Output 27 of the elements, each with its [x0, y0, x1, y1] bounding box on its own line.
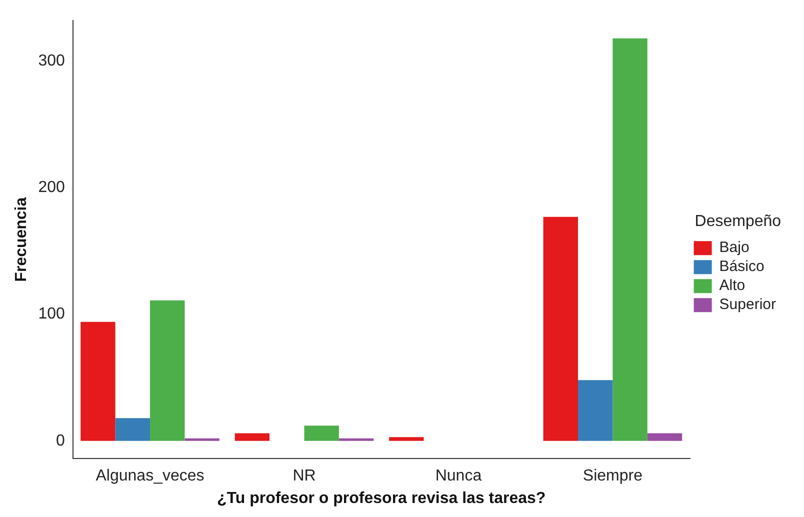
legend-title: Desempeño [694, 212, 782, 230]
legend-label: Bajo [719, 239, 750, 256]
bar [647, 433, 682, 441]
bar [115, 418, 150, 441]
legend-label: Superior [719, 296, 776, 314]
bar [612, 38, 648, 441]
x-tick-label: Nunca [435, 468, 482, 485]
bar [389, 437, 424, 441]
y-tick-label: 200 [38, 179, 65, 196]
bar [150, 300, 185, 441]
y-axis-title: Frecuencia [13, 197, 30, 282]
x-tick-label: NR [292, 468, 316, 485]
bar [234, 433, 270, 441]
legend-label: Básico [719, 258, 764, 276]
x-tick-label: Siempre [582, 468, 643, 485]
bar [338, 438, 374, 441]
bar [80, 322, 116, 441]
y-tick-label: 300 [38, 52, 65, 70]
bar [543, 216, 578, 441]
bar [304, 426, 339, 441]
bar [184, 438, 220, 441]
y-tick-label: 100 [38, 306, 65, 323]
bar [578, 380, 613, 441]
legend-label: Alto [719, 277, 746, 294]
y-tick-label: 0 [56, 432, 65, 450]
x-tick-label: Algunas_veces [96, 468, 204, 485]
x-axis-title: ¿Tu profesor o profesora revisa las tareas? [217, 490, 546, 507]
